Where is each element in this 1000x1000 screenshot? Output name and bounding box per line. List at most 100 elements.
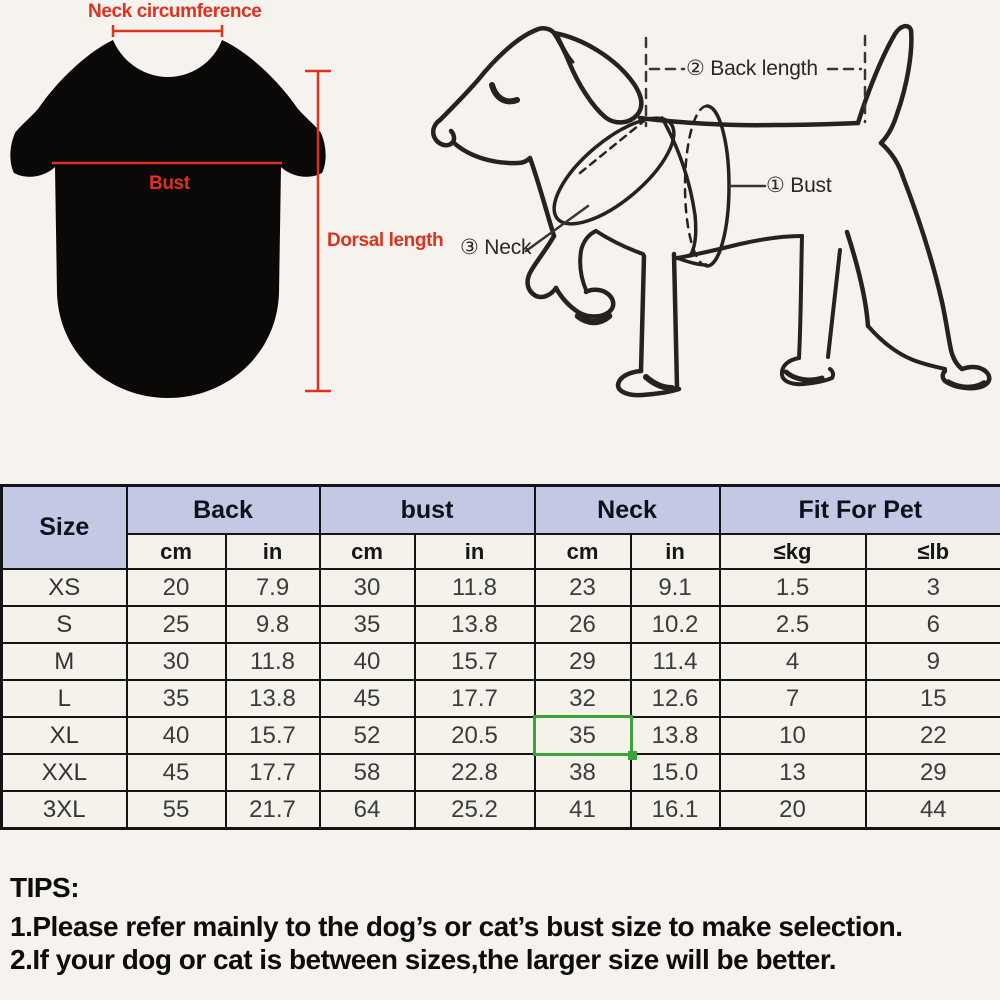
table-cell: 20 — [125, 568, 227, 607]
dog-label-bust: ① Bust — [766, 174, 832, 197]
table-row: XL 40 15.7 52 20.5 35 13.8 10 22 — [0, 716, 1000, 761]
table-cell: 35 — [125, 679, 227, 718]
size-cell: 3XL — [0, 790, 128, 830]
dog-chest — [527, 155, 557, 239]
table-cell: 10.2 — [629, 605, 721, 644]
table-cell: 17.7 — [224, 753, 321, 792]
table-cell: 20 — [718, 790, 867, 830]
neck-bracket-line — [111, 25, 224, 37]
dog-hind-leg — [900, 174, 965, 372]
shirt-label-dorsal-length: Dorsal length — [327, 230, 444, 251]
table-cell: 16.1 — [629, 790, 721, 830]
subheader-neck-in: in — [629, 533, 721, 570]
subheader-max-lb: ≤lb — [864, 533, 1000, 570]
subheader-max-kg: ≤kg — [718, 533, 867, 570]
table-cell: 52 — [318, 716, 416, 755]
table-cell: 11.8 — [224, 642, 321, 681]
table-cell: 35 — [533, 716, 638, 761]
dog-eye — [489, 82, 520, 105]
table-cell: 44 — [864, 790, 1000, 830]
table-cell: 25.2 — [413, 790, 536, 830]
table-cell: 7.9 — [224, 568, 321, 607]
table-row: XS 20 7.9 30 11.8 23 9.1 1.5 3 — [0, 568, 1000, 607]
dog-nose — [430, 117, 457, 148]
table-cell: 20.5 — [413, 716, 536, 755]
subheader-back-in: in — [224, 533, 321, 570]
dog-front-leg-back-edge — [671, 251, 680, 390]
dog-front-leg — [638, 253, 647, 374]
subheader-bust-cm: cm — [318, 533, 416, 570]
size-cell: XXL — [0, 753, 128, 792]
size-cell: XS — [0, 568, 128, 607]
table-cell: 4 — [718, 642, 867, 681]
table-cell: 29 — [533, 642, 632, 681]
table-cell: 45 — [125, 753, 227, 792]
table-row: M 30 11.8 40 15.7 29 11.4 4 9 — [0, 642, 1000, 681]
tip-line-2: 2.If your dog or cat is between sizes,th… — [10, 944, 836, 975]
table-cell: 13 — [718, 753, 867, 792]
table-cell: 13.8 — [224, 679, 321, 718]
table-cell: 2.5 — [718, 605, 867, 644]
table-cell: 15 — [864, 679, 1000, 718]
table-cell: 30 — [318, 568, 416, 607]
dog-raised-leg — [525, 233, 559, 300]
table-cell: 9.8 — [224, 605, 321, 644]
subheader-neck-cm: cm — [533, 533, 632, 570]
table-cell: 32 — [533, 679, 632, 718]
dog-tail — [855, 23, 914, 146]
shirt-label-neck-circumference: Neck circumference — [88, 1, 262, 22]
dog-far-leg-b — [826, 248, 842, 359]
subheader-bust-in: in — [413, 533, 536, 570]
table-cell: 25 — [125, 605, 227, 644]
table-cell: 3 — [864, 568, 1000, 607]
table-cell: 45 — [318, 679, 416, 718]
table-cell: 10 — [718, 716, 867, 755]
table-cell: 22 — [864, 716, 1000, 755]
subheader-back-cm: cm — [125, 533, 227, 570]
col-header-fit-for-pet: Fit For Pet — [718, 484, 1000, 535]
garment-neckline-dashed — [578, 119, 646, 175]
table-row: 3XL 55 21.7 64 25.2 41 16.1 20 44 — [0, 790, 1000, 830]
table-cell: 55 — [125, 790, 227, 830]
table-cell: 13.8 — [413, 605, 536, 644]
dog-back — [637, 115, 861, 128]
dorsal-line — [305, 69, 331, 393]
table-cell: 9 — [864, 642, 1000, 681]
size-table-body: XS 20 7.9 30 11.8 23 9.1 1.5 3 S 25 9.8 35 13.8 26 10.2… — [0, 568, 1000, 830]
table-cell: 35 — [318, 605, 416, 644]
dog-illustration — [430, 23, 992, 398]
table-cell: 13.8 — [629, 716, 721, 755]
table-cell: 9.1 — [629, 568, 721, 607]
dog-raised-paw-sole — [574, 312, 613, 326]
size-cell: S — [0, 605, 128, 644]
table-cell: 15.7 — [224, 716, 321, 755]
dog-jaw — [450, 139, 533, 166]
table-cell: 41 — [533, 790, 632, 830]
dog-label-neck: ③ Neck — [460, 236, 532, 259]
table-cell: 1.5 — [718, 568, 867, 607]
col-header-back: Back — [125, 484, 321, 535]
dog-hind-paw-sole — [945, 379, 987, 391]
size-cell: M — [0, 642, 128, 681]
dog-raised-paw — [553, 285, 616, 319]
table-cell: 23 — [533, 568, 632, 607]
dog-shoulder-line — [594, 229, 645, 256]
table-cell: 21.7 — [224, 790, 321, 830]
table-cell: 6 — [864, 605, 1000, 644]
dog-far-leg-a — [797, 234, 804, 360]
tips-block: TIPS: 1.Please refer mainly to the dog’s… — [10, 872, 903, 976]
shirt-label-bust: Bust — [149, 173, 190, 194]
table-cell: 11.8 — [413, 568, 536, 607]
col-header-size: Size — [0, 484, 128, 570]
table-cell: 26 — [533, 605, 632, 644]
garment-shoulder-seam — [660, 116, 698, 258]
table-cell: 40 — [125, 716, 227, 755]
table-cell: 11.4 — [629, 642, 721, 681]
neck-leader-line — [524, 204, 590, 253]
table-cell: 29 — [864, 753, 1000, 792]
table-cell: 64 — [318, 790, 416, 830]
shirt-measurement-lines — [52, 25, 331, 393]
col-header-neck: Neck — [533, 484, 721, 535]
table-cell: 12.6 — [629, 679, 721, 718]
